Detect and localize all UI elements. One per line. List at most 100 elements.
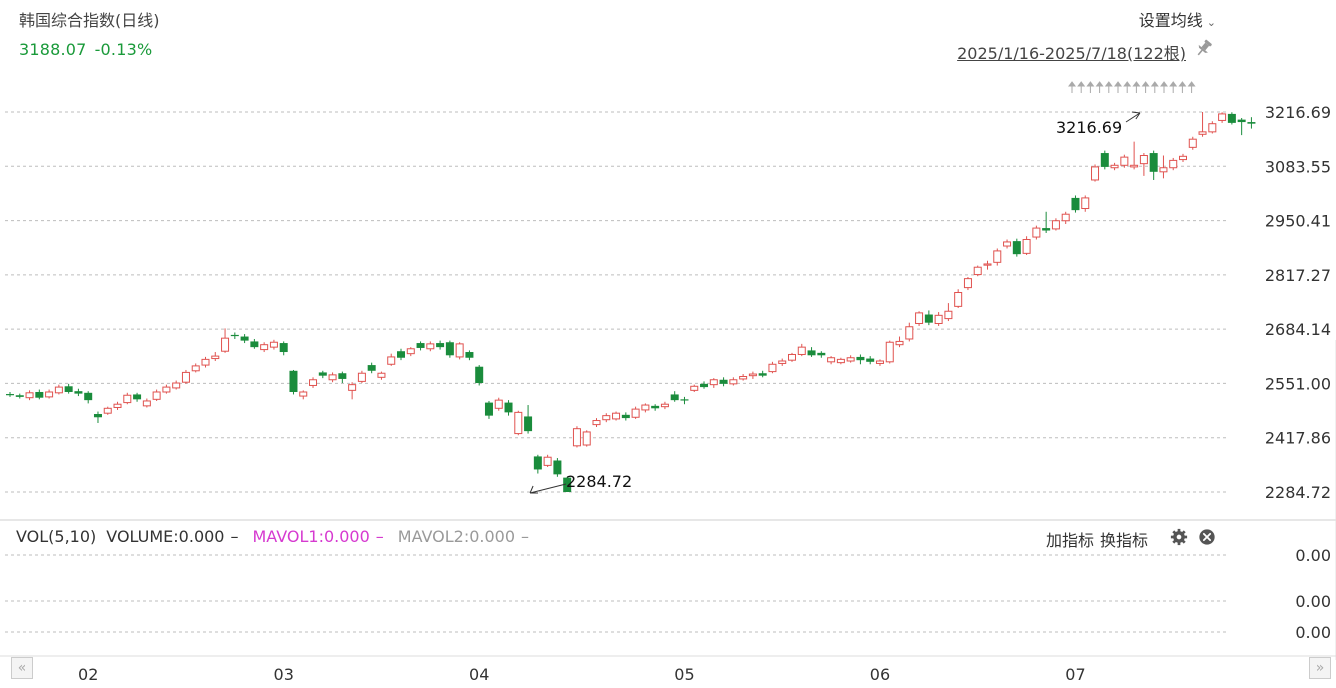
candle-body (915, 312, 924, 324)
candle (660, 401, 669, 410)
candle (1003, 239, 1012, 249)
x-tick-label: 06 (870, 665, 890, 684)
candle (1042, 211, 1051, 233)
candle-body (846, 357, 855, 362)
candle (1012, 238, 1021, 257)
candle-body (309, 379, 318, 386)
candle (338, 371, 347, 384)
candle-body (993, 250, 1002, 263)
candle (905, 322, 914, 342)
candle-body (963, 278, 972, 289)
candle-body (54, 386, 63, 394)
date-range-link[interactable]: 2025/1/16-2025/7/18(122根) (957, 44, 1186, 63)
candle (1237, 117, 1246, 136)
candle (35, 389, 44, 400)
candle-body (612, 412, 621, 420)
candle (631, 406, 640, 419)
close-icon[interactable] (1198, 528, 1216, 546)
price-annotations: 3216.69 2284.72 (529, 111, 1141, 494)
candle (885, 340, 894, 364)
candle-body (35, 391, 44, 398)
ma-settings-label: 设置均线 (1138, 11, 1203, 30)
candle-body (494, 399, 503, 409)
candle (465, 350, 474, 361)
candle (827, 356, 836, 365)
candle-body (524, 416, 533, 432)
candle-body (895, 340, 904, 346)
y-tick-label: 2551.00 (1265, 374, 1331, 393)
candle-body (797, 346, 806, 355)
candle (367, 362, 376, 374)
candle (221, 328, 230, 353)
x-tick-label: 03 (274, 665, 294, 684)
candle-body (436, 343, 445, 348)
candle-body (475, 366, 484, 384)
candle-body (1159, 167, 1168, 173)
candle (993, 248, 1002, 266)
indicator-tools: 加指标 换指标 (1046, 527, 1154, 551)
double-chevron-left-icon[interactable]: « (11, 657, 33, 679)
candle-body (700, 383, 709, 388)
candle (279, 341, 288, 356)
candle-body (221, 337, 230, 352)
marker-arrow (1169, 81, 1178, 93)
candle (152, 389, 161, 401)
candle (758, 370, 767, 378)
candle (299, 390, 308, 400)
candle (260, 342, 269, 353)
candle-body (1012, 241, 1021, 255)
candle-body (465, 352, 474, 358)
candle-body (1198, 131, 1207, 135)
candle (250, 338, 259, 349)
candle-body (758, 373, 767, 376)
gear-icon[interactable] (1170, 528, 1188, 546)
candle-body (191, 365, 200, 372)
candle-body (406, 348, 415, 355)
candle-body (260, 344, 269, 351)
candle (572, 426, 581, 448)
candle (524, 405, 533, 434)
candle (582, 430, 591, 447)
candle (788, 352, 796, 362)
candle (54, 384, 63, 395)
candle (181, 369, 190, 384)
candle (416, 341, 425, 351)
candle (142, 398, 151, 408)
candle (1110, 162, 1119, 171)
candle-body (807, 350, 816, 356)
candle (612, 411, 621, 421)
candle-body (123, 394, 132, 404)
ma-settings-button[interactable]: 设置均线 ⌄ (1139, 7, 1216, 31)
candle-body (788, 353, 796, 361)
marker-arrow (1104, 81, 1113, 93)
candle-body (1022, 238, 1031, 254)
x-tick-label: 04 (469, 665, 489, 684)
grid-lines (5, 111, 1228, 493)
candle-body (641, 404, 650, 411)
candle-body (367, 365, 376, 371)
candle-body (84, 392, 93, 401)
candle-body (1051, 220, 1060, 230)
candle-body (973, 266, 982, 276)
candle (592, 418, 601, 428)
candle-body (1091, 166, 1100, 181)
x-axis-labels: 02 03 04 05 06 07 (0, 655, 1336, 684)
marker-arrow (1187, 81, 1196, 93)
candle-body (582, 431, 591, 446)
candle (1188, 136, 1197, 150)
marker-arrow (1150, 81, 1159, 93)
add-indicator-button[interactable]: 加指标 (1046, 531, 1095, 550)
candle-body (778, 360, 787, 364)
pin-icon[interactable] (1194, 38, 1214, 58)
candle (1130, 141, 1139, 170)
candle (1179, 153, 1187, 163)
double-chevron-right-icon[interactable]: » (1309, 657, 1331, 679)
candle-body (533, 456, 542, 470)
switch-indicator-button[interactable]: 换指标 (1100, 531, 1149, 550)
candle-body (543, 456, 552, 466)
candle-body (836, 358, 845, 364)
candle (1198, 112, 1207, 137)
vol-y-tick-label: 0.00 (1295, 546, 1331, 565)
candle (504, 400, 513, 416)
